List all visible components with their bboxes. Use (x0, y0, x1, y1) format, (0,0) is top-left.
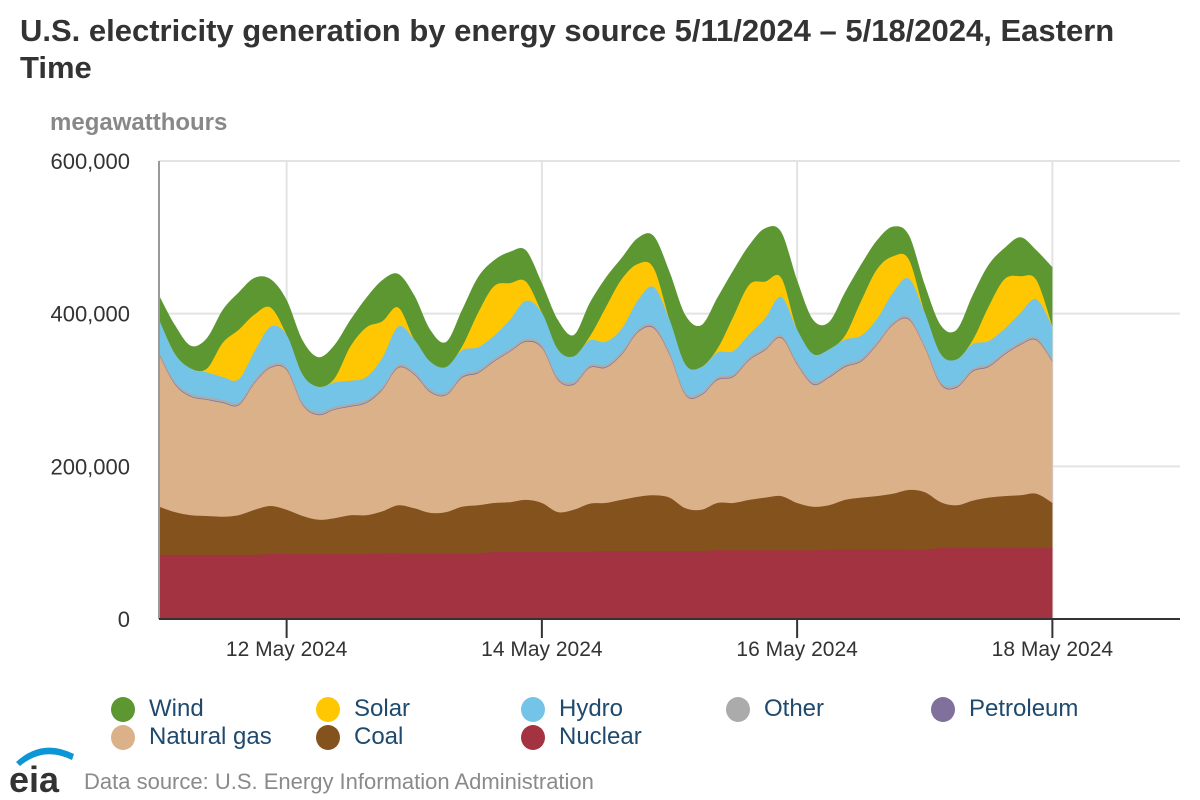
legend-item-hydro[interactable]: Hydro (521, 695, 623, 723)
legend-label: Wind (149, 695, 204, 722)
legend-item-nuclear[interactable]: Nuclear (521, 723, 642, 751)
eia-logo: eia (9, 747, 74, 796)
legend-swatch (316, 724, 340, 750)
legend-item-other[interactable]: Other (726, 695, 824, 723)
y-tick-label: 200,000 (50, 454, 130, 479)
legend-label: Solar (354, 695, 411, 722)
y-tick-label: 400,000 (50, 302, 130, 327)
legend-swatch (726, 696, 750, 722)
legend-label: Petroleum (969, 695, 1079, 722)
x-tick-label: 18 May 2024 (992, 638, 1114, 661)
legend-item-petroleum[interactable]: Petroleum (931, 695, 1078, 723)
data-source: Data source: U.S. Energy Information Adm… (84, 769, 594, 794)
legend-swatch (931, 696, 955, 722)
legend-item-solar[interactable]: Solar (316, 695, 410, 723)
x-tick-label: 12 May 2024 (226, 638, 348, 661)
legend-label: Nuclear (559, 723, 642, 750)
svg-text:eia: eia (9, 759, 60, 796)
x-tick-label: 14 May 2024 (481, 638, 603, 661)
x-tick-label: 16 May 2024 (736, 638, 858, 661)
legend-swatch (521, 724, 545, 750)
legend-item-natural-gas[interactable]: Natural gas (111, 723, 272, 751)
legend-label: Coal (354, 723, 404, 750)
legend-label: Natural gas (149, 723, 272, 750)
legend-swatch (316, 696, 340, 722)
area-nuclear (159, 547, 1053, 619)
y-axis-label: megawatthours (50, 109, 228, 136)
y-tick-label: 0 (118, 607, 130, 632)
y-tick-label: 600,000 (50, 149, 130, 174)
legend-item-coal[interactable]: Coal (316, 723, 403, 751)
legend-swatch (111, 696, 135, 722)
chart-title: U.S. electricity generation by energy so… (20, 13, 1115, 85)
legend-swatch (521, 696, 545, 722)
legend-label: Hydro (559, 695, 624, 722)
legend-label: Other (764, 695, 825, 722)
legend-swatch (111, 724, 135, 750)
legend-item-wind[interactable]: Wind (111, 695, 204, 723)
